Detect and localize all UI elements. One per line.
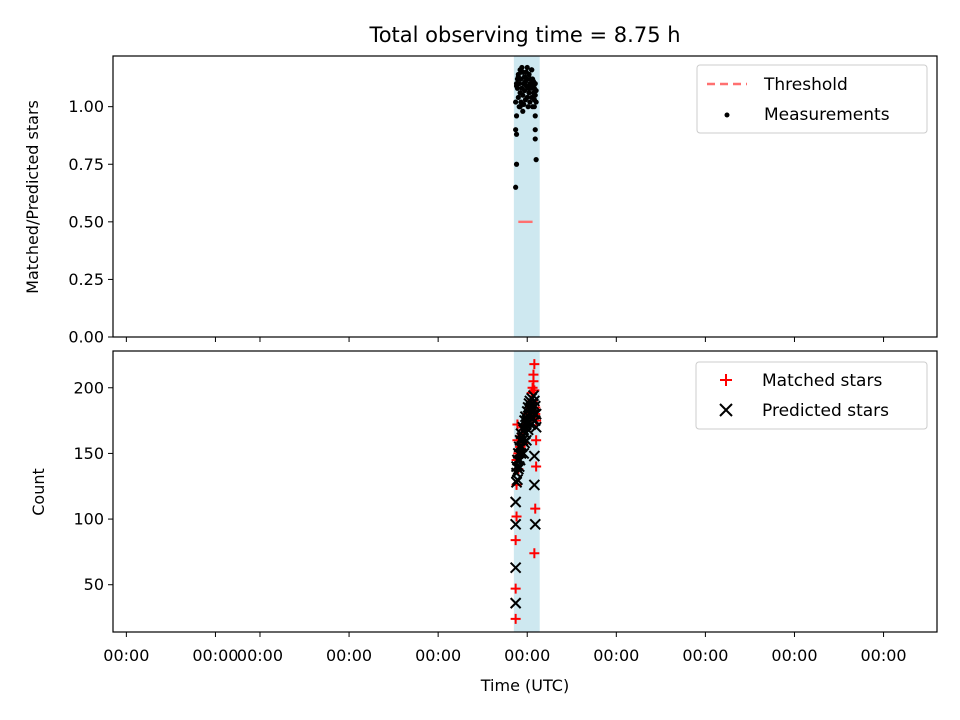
y-tick-label: 0.75 <box>68 155 104 174</box>
bottom-axes-frame <box>112 350 938 633</box>
measurement-point <box>518 69 524 75</box>
measurement-point <box>533 87 539 94</box>
x-axis-label: Time (UTC) <box>480 676 569 695</box>
predicted-star-marker <box>510 476 523 489</box>
matched-star-marker <box>530 503 541 514</box>
measurement-point <box>515 94 521 101</box>
top-legend: Threshold Measurements <box>696 64 928 134</box>
y-tick-label: 1.00 <box>68 97 104 116</box>
matched-star-marker <box>529 548 540 559</box>
y-tick-label: 100 <box>73 510 104 529</box>
measurement-point <box>526 90 532 96</box>
predicted-star-marker <box>529 518 541 531</box>
measurement-point <box>529 67 535 73</box>
measurement-point <box>519 64 525 71</box>
y-tick-label: 150 <box>73 444 104 463</box>
matched-star-marker <box>511 511 522 522</box>
matched-star-marker <box>529 359 540 370</box>
measurement-point <box>513 113 520 119</box>
matched-legend-handle <box>720 374 732 386</box>
measurement-point <box>526 71 532 78</box>
predicted-star-marker <box>520 434 533 446</box>
measurement-point <box>520 108 526 114</box>
measurement-point <box>524 94 530 101</box>
x-tick-label: 00:00 <box>771 646 817 665</box>
bottom-legend-box <box>695 361 928 430</box>
predicted-star-marker <box>530 408 542 420</box>
top-panel: 0.00 0.25 0.50 0.75 1.00 Matched/Predicted s… <box>23 55 938 347</box>
x-tick-label: 00:00 <box>504 646 550 665</box>
predicted-star-marker <box>512 463 525 475</box>
y-tick-label: 0.50 <box>68 212 104 231</box>
x-tick-label: 00:00 <box>682 646 728 665</box>
x-tick-label: 00:00 <box>593 646 639 665</box>
measurement-point <box>513 184 519 190</box>
predicted-star-marker <box>528 450 541 462</box>
measurement-point <box>533 157 539 163</box>
top-y-axis-label: Matched/Predicted stars <box>23 100 42 294</box>
bottom-legend: Matched stars Predicted stars <box>695 361 928 430</box>
predicted-star-marker <box>509 496 522 508</box>
threshold-legend-label: Threshold <box>763 75 848 95</box>
measurement-point <box>513 127 519 133</box>
measurement-point <box>513 161 520 167</box>
predicted-legend-label: Predicted stars <box>762 401 889 421</box>
measurement-point <box>513 131 520 137</box>
y-tick-label: 0.00 <box>68 328 104 347</box>
x-tick-label: 00:00 <box>415 646 461 665</box>
measurement-point <box>532 136 538 142</box>
x-tick-label: 00:00 <box>326 646 372 665</box>
measurement-point <box>524 76 530 82</box>
x-tick-label: 00:00 <box>237 646 283 665</box>
matched-star-marker <box>528 369 539 380</box>
measurement-point <box>515 74 521 80</box>
predicted-legend-handle <box>719 403 733 417</box>
measurement-point <box>533 99 539 105</box>
predicted-star-marker <box>530 421 542 433</box>
y-tick-label: 50 <box>84 575 104 594</box>
predicted-star-marker <box>528 479 541 491</box>
y-tick-label: 200 <box>73 378 104 397</box>
matched-legend-label: Matched stars <box>762 371 882 391</box>
measurement-point <box>513 99 519 105</box>
measurement-point <box>532 127 538 133</box>
bottom-y-axis-label: Count <box>29 468 48 516</box>
measurement-point <box>532 92 538 98</box>
measurement-point <box>524 64 530 71</box>
measurement-point <box>529 76 536 82</box>
chart-title: Total observing time = 8.75 h <box>368 23 680 47</box>
measurement-point <box>527 99 533 105</box>
x-tick-label: 00:00 <box>860 646 906 665</box>
measurement-point <box>520 92 526 98</box>
x-tick-label: 00:00 <box>192 646 238 665</box>
measurement-point <box>513 83 520 89</box>
measurements-legend-label: Measurements <box>764 105 890 125</box>
matched-star-marker <box>531 461 542 472</box>
predicted-star-marker <box>509 597 522 609</box>
predicted-star-marker <box>509 518 522 531</box>
y-tick-label: 0.25 <box>68 270 104 289</box>
x-tick-label: 00:00 <box>103 646 149 665</box>
measurements-legend-handle <box>724 112 730 118</box>
matched-star-marker <box>510 535 521 546</box>
matched-star-marker <box>510 613 521 624</box>
matched-star-marker <box>510 583 521 594</box>
measurement-point <box>517 104 523 110</box>
predicted-star-marker <box>517 447 530 460</box>
measurement-point <box>525 104 531 110</box>
matched-star-marker <box>531 435 542 446</box>
predicted-star-marker <box>511 473 524 486</box>
measurement-point <box>532 113 538 119</box>
measurement-point <box>531 104 537 110</box>
predicted-star-marker <box>509 561 522 574</box>
measurement-point <box>532 81 538 87</box>
top-legend-box <box>696 64 928 134</box>
top-axes-frame <box>112 55 938 338</box>
